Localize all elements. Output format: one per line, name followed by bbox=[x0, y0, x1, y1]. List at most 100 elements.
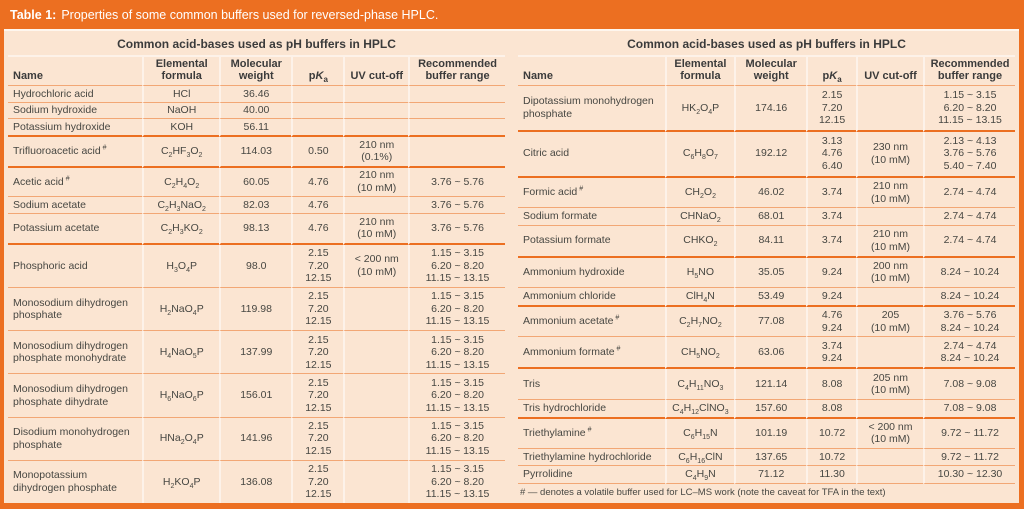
buffer-name-cell: Sodium formate bbox=[518, 208, 665, 226]
table-row: Potassium acetate C2H3KO2 98.13 4.76 210 nm … bbox=[8, 213, 505, 245]
elemental-formula-cell: C6H16ClN bbox=[664, 449, 735, 467]
buffer-range-cell: 7.08 ~ 9.08 bbox=[923, 400, 1015, 419]
molecular-weight-cell: 156.01 bbox=[219, 374, 292, 418]
elemental-formula-cell: CHKO2 bbox=[664, 225, 735, 258]
pka-cell: 3.13 4.76 6.40 bbox=[806, 131, 856, 178]
buffer-name-cell: Monopotassium dihydrogen phosphate bbox=[13, 469, 117, 494]
buffer-range-cell: 1.15 ~ 3.15 6.20 ~ 8.20 11.15 ~ 13.15 bbox=[408, 331, 505, 375]
buffer-name-cell: Ammonium hydroxide bbox=[518, 258, 665, 289]
column-header-1: Elemental formula bbox=[664, 57, 735, 86]
buffer-range-cell: 2.74 ~ 4.74 bbox=[923, 177, 1015, 209]
uv-cutoff-cell: 230 nm (10 mM) bbox=[855, 131, 924, 178]
pka-cell: 3.74 bbox=[806, 225, 856, 258]
buffer-name-cell: Ammonium acetate # bbox=[518, 307, 665, 338]
table-row: Dipotassium monohydrogen phosphate HK2O4P… bbox=[518, 86, 1015, 132]
volatile-marker: # bbox=[613, 314, 620, 322]
molecular-weight-cell: 157.60 bbox=[734, 400, 807, 419]
molecular-weight-cell: 136.08 bbox=[219, 460, 291, 503]
table-row: Formic acid # CH2O2 46.02 3.74 210 nm (10 mM… bbox=[518, 177, 1015, 209]
elemental-formula-cell: H3O4P bbox=[142, 244, 220, 289]
table-title-text: Properties of some common buffers used f… bbox=[61, 8, 439, 22]
buffer-name-cell: Monosodium dihydrogen phosphate monohydr… bbox=[8, 331, 143, 375]
pka-cell: 9.24 bbox=[806, 288, 856, 307]
molecular-weight-cell: 192.12 bbox=[734, 131, 807, 178]
table-row: Pyrrolidine C4H9N 71.12 11.30 10.30 ~ 12.30 bbox=[518, 466, 1015, 484]
buffer-range-cell: 7.08 ~ 9.08 bbox=[923, 369, 1015, 401]
table-row: Monosodium dihydrogen phosphate H2NaO4P 11… bbox=[8, 288, 505, 332]
buffer-name-cell: Potassium hydroxide bbox=[8, 119, 143, 137]
buffer-range-cell: 2.74 ~ 4.74 bbox=[923, 225, 1015, 258]
buffer-name-cell: Ammonium chloride bbox=[518, 288, 665, 307]
buffer-range-cell bbox=[408, 86, 505, 103]
molecular-weight-cell: 35.05 bbox=[734, 257, 807, 289]
table-row: Ammonium chloride ClH4N 53.49 9.24 8.24 ~ 10… bbox=[518, 288, 1015, 307]
footnote-text: # — denotes a volatile buffer used for L… bbox=[520, 486, 886, 498]
molecular-weight-cell: 98.13 bbox=[219, 213, 292, 245]
elemental-formula-cell: CH2O2 bbox=[664, 177, 735, 209]
buffer-name-cell: Monosodium dihydrogen phosphate bbox=[8, 288, 143, 332]
elemental-formula-cell: H4NaO5P bbox=[142, 331, 220, 375]
buffer-range-cell: 1.15 ~ 3.15 6.20 ~ 8.20 11.15 ~ 13.15 bbox=[923, 86, 1015, 132]
pka-cell: 2.15 7.20 12.15 bbox=[806, 86, 856, 132]
elemental-formula-cell: H2NaO4P bbox=[142, 288, 220, 332]
uv-cutoff-cell bbox=[343, 197, 409, 214]
elemental-formula-cell: C4H11NO3 bbox=[664, 369, 735, 401]
molecular-weight-cell: 98.0 bbox=[219, 244, 292, 289]
column-header-2: Molecular weight bbox=[219, 57, 292, 86]
buffer-range-cell: 9.72 ~ 11.72 bbox=[923, 418, 1015, 450]
pka-cell: 3.74 9.24 bbox=[806, 337, 856, 370]
uv-cutoff-cell: 210 nm (0.1%) bbox=[343, 136, 409, 168]
uv-cutoff-cell bbox=[343, 460, 408, 503]
left-panel: Common acid-bases used as pH buffers in … bbox=[8, 31, 505, 503]
table-row: Potassium hydroxide KOH 56.11 bbox=[8, 119, 505, 137]
pka-cell: 2.15 7.20 12.15 bbox=[291, 288, 344, 332]
molecular-weight-cell: 137.99 bbox=[219, 331, 292, 375]
pka-cell: 4.76 bbox=[291, 213, 344, 245]
molecular-weight-cell: 53.49 bbox=[734, 288, 807, 307]
pka-cell: 11.30 bbox=[806, 466, 856, 484]
right-panel: Common acid-bases used as pH buffers in … bbox=[518, 31, 1015, 503]
table-row: Sodium formate CHNaO2 68.01 3.74 2.74 ~ 4.74 bbox=[518, 208, 1015, 226]
buffer-range-cell: 3.76 ~ 5.76 bbox=[408, 213, 505, 245]
pka-cell: 4.76 bbox=[291, 197, 344, 214]
column-header-3: pKa bbox=[291, 57, 344, 86]
uv-cutoff-cell: 210 nm (10 mM) bbox=[343, 213, 409, 245]
buffer-range-cell: 3.76 ~ 5.76 bbox=[408, 167, 505, 198]
table-row: Citric acid C6H8O7 192.12 3.13 4.76 6.40 230… bbox=[518, 131, 1015, 178]
molecular-weight-cell: 137.65 bbox=[734, 449, 807, 467]
buffer-name-cell: Trifluoroacetic acid # bbox=[8, 137, 143, 168]
buffer-range-cell: 10.30 ~ 12.30 bbox=[923, 466, 1015, 484]
pka-cell: 2.15 7.20 12.15 bbox=[291, 417, 344, 461]
molecular-weight-cell: 119.98 bbox=[219, 288, 292, 332]
table-row: Sodium acetate C2H3NaO2 82.03 4.76 3.76 ~ 5.… bbox=[8, 197, 505, 214]
table-row: Ammonium formate # CH5NO2 63.06 3.74 9.24 2.… bbox=[518, 337, 1015, 370]
column-header-3: pKa bbox=[806, 57, 856, 86]
buffer-range-cell: 2.74 ~ 4.74 bbox=[923, 208, 1015, 226]
table-row: Trifluoroacetic acid # C2HF3O2 114.03 0.50 2… bbox=[8, 136, 505, 168]
column-header-5: Recommended buffer range bbox=[923, 57, 1015, 86]
elemental-formula-cell: NaOH bbox=[142, 102, 220, 120]
table-row: Monosodium dihydrogen phosphate monohydr… bbox=[8, 331, 505, 375]
buffer-name-cell: Tris hydrochloride bbox=[518, 400, 665, 419]
elemental-formula-cell: CHNaO2 bbox=[664, 208, 735, 226]
pka-cell: 2.15 7.20 12.15 bbox=[291, 331, 344, 375]
uv-cutoff-cell bbox=[343, 331, 409, 375]
elemental-formula-cell: HK2O4P bbox=[664, 86, 735, 132]
buffer-range-cell bbox=[408, 136, 505, 168]
table-row: Potassium formate CHKO2 84.11 3.74 210 nm (1… bbox=[518, 225, 1015, 258]
buffer-range-cell: 1.15 ~ 3.15 6.20 ~ 8.20 11.15 ~ 13.15 bbox=[408, 244, 505, 289]
table-row: Ammonium hydroxide H5NO 35.05 9.24 200 nm (1… bbox=[518, 257, 1015, 289]
uv-cutoff-cell: 205 (10 mM) bbox=[855, 306, 924, 338]
elemental-formula-cell: C4H12ClNO3 bbox=[664, 400, 735, 419]
volatile-marker: # bbox=[577, 185, 584, 193]
table-row: Disodium monohydrogen phosphate HNa2O4P 14… bbox=[8, 417, 505, 461]
molecular-weight-cell: 60.05 bbox=[219, 167, 292, 198]
table-row: Monosodium dihydrogen phosphate dihydrat… bbox=[8, 374, 505, 418]
pka-cell: 10.72 bbox=[806, 449, 856, 467]
elemental-formula-cell: C2H3KO2 bbox=[142, 213, 220, 245]
buffer-range-cell: 3.76 ~ 5.76 bbox=[408, 197, 505, 214]
pka-cell: 0.50 bbox=[291, 136, 344, 168]
buffer-range-cell bbox=[408, 119, 505, 137]
buffer-name-cell: Hydrochloric acid bbox=[8, 86, 143, 103]
uv-cutoff-cell bbox=[343, 119, 409, 137]
